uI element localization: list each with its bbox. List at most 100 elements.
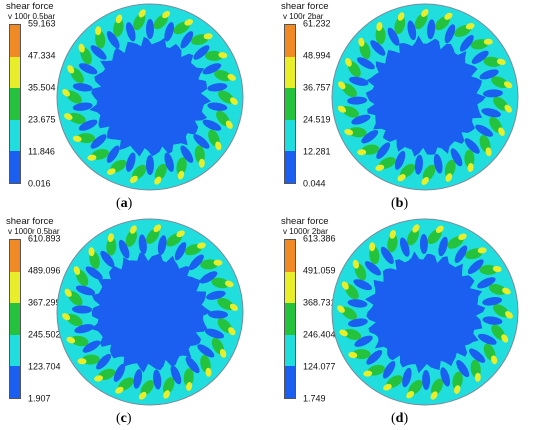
contour-lobe	[214, 70, 232, 82]
contour-hotspot	[430, 391, 438, 400]
color-band	[285, 151, 295, 183]
contour-hotspot	[435, 225, 444, 233]
contour-hotspot	[229, 303, 238, 311]
caption-letter: a	[120, 196, 128, 211]
color-band	[285, 25, 295, 57]
caption-paren-open: (	[391, 411, 396, 426]
contour-hotspot	[376, 22, 383, 31]
caption-paren-open: (	[391, 196, 396, 211]
contour-low-patch	[118, 239, 130, 259]
contour-lobe	[414, 13, 428, 30]
contour-lobe	[491, 76, 509, 89]
contour-low-patch	[113, 363, 126, 382]
contour-lobe	[204, 50, 223, 61]
contour-low-patch	[100, 250, 115, 268]
contour-hotspot	[154, 176, 162, 185]
contour-low-patch	[204, 328, 225, 339]
contour-low-patch	[164, 22, 174, 42]
contour-low-patch	[126, 152, 136, 172]
color-band	[10, 240, 20, 272]
panel-caption: (a)	[116, 196, 132, 212]
color-scale-bar	[284, 239, 296, 399]
contour-low-patch	[354, 335, 373, 347]
contour-hotspot	[485, 147, 492, 157]
contour-hotspot	[445, 173, 453, 182]
legend-tick-label: 246.404	[303, 329, 336, 340]
legend-tick-label: 23.675	[28, 114, 56, 125]
contour-lobe	[493, 304, 509, 318]
disc-low-shear-core	[89, 36, 211, 157]
contour-lobe	[217, 297, 234, 311]
contour-lobe	[154, 163, 167, 181]
shear-force-contour-disc	[331, 218, 519, 406]
legend-tick-label: 1.749	[303, 393, 326, 404]
contour-hotspot	[138, 391, 147, 400]
contour-hotspot	[78, 43, 85, 53]
contour-hotspot	[64, 288, 72, 297]
contour-low-patch	[170, 365, 182, 385]
color-scale-bar	[9, 24, 21, 184]
contour-low-patch	[164, 152, 174, 172]
contour-hotspot	[219, 349, 227, 358]
contour-lobe	[375, 26, 386, 45]
legend-tick-label: 0.016	[28, 178, 51, 189]
contour-low-patch	[394, 150, 406, 170]
contour-hotspot	[88, 247, 95, 257]
contour-hotspot	[375, 164, 385, 171]
legend-tick-label: 123.704	[28, 361, 61, 372]
contour-low-patch	[82, 340, 101, 353]
contour-low-patch	[450, 148, 463, 167]
contour-hotspot	[339, 329, 348, 337]
contour-hotspot	[62, 89, 70, 97]
contour-low-patch	[349, 76, 369, 86]
contour-hotspot	[406, 391, 415, 399]
contour-low-patch	[347, 96, 368, 105]
contour-low-patch	[380, 246, 394, 265]
contour-hotspot	[129, 225, 137, 234]
contour-low-patch	[479, 69, 499, 80]
contour-hotspot	[107, 233, 114, 243]
contour-low-patch	[459, 35, 474, 52]
contour-hotspot	[196, 242, 206, 249]
contour-low-patch	[356, 57, 375, 70]
contour-hotspot	[369, 242, 376, 252]
legend-title: shear force	[6, 1, 54, 12]
contour-hotspot	[474, 372, 481, 382]
legend-tick-label: 245.502	[28, 329, 61, 340]
color-band	[285, 56, 295, 89]
legend-subtitle: v 100r 0.5bar	[8, 12, 56, 21]
color-band	[10, 303, 20, 335]
caption-paren-close: )	[403, 411, 409, 426]
legend-tick-label: 610.893	[28, 233, 61, 244]
contour-low-patch	[370, 40, 386, 56]
contour-hotspot	[138, 9, 146, 18]
contour-low-patch	[193, 45, 210, 60]
contour-low-patch	[477, 277, 496, 289]
contour-hotspot	[337, 305, 345, 313]
contour-hotspot	[186, 381, 193, 391]
color-band	[10, 56, 20, 89]
contour-low-patch	[482, 297, 502, 306]
color-band	[10, 271, 20, 304]
contour-hotspot	[224, 280, 234, 288]
legend-tick-label: 35.504	[28, 82, 56, 93]
contour-low-patch	[456, 359, 470, 378]
contour-hotspot	[467, 163, 474, 172]
contour-low-patch	[193, 134, 210, 149]
legend-tick-label: 24.519	[303, 114, 331, 125]
caption-letter: c	[120, 411, 127, 426]
contour-hotspot	[341, 281, 349, 290]
legend-tick-label: 11.846	[28, 146, 55, 157]
color-band	[285, 119, 295, 152]
contour-hotspot	[67, 65, 75, 74]
legend-tick-label: 368.731	[303, 297, 336, 308]
contour-low-patch	[206, 290, 226, 300]
contour-low-patch	[464, 138, 480, 154]
contour-hotspot	[503, 81, 513, 89]
contour-lobe	[183, 368, 194, 387]
contour-lobe	[387, 234, 398, 253]
color-band	[285, 303, 295, 335]
contour-hotspot	[454, 385, 461, 394]
contour-lobe	[444, 159, 456, 178]
contour-hotspot	[412, 224, 420, 233]
